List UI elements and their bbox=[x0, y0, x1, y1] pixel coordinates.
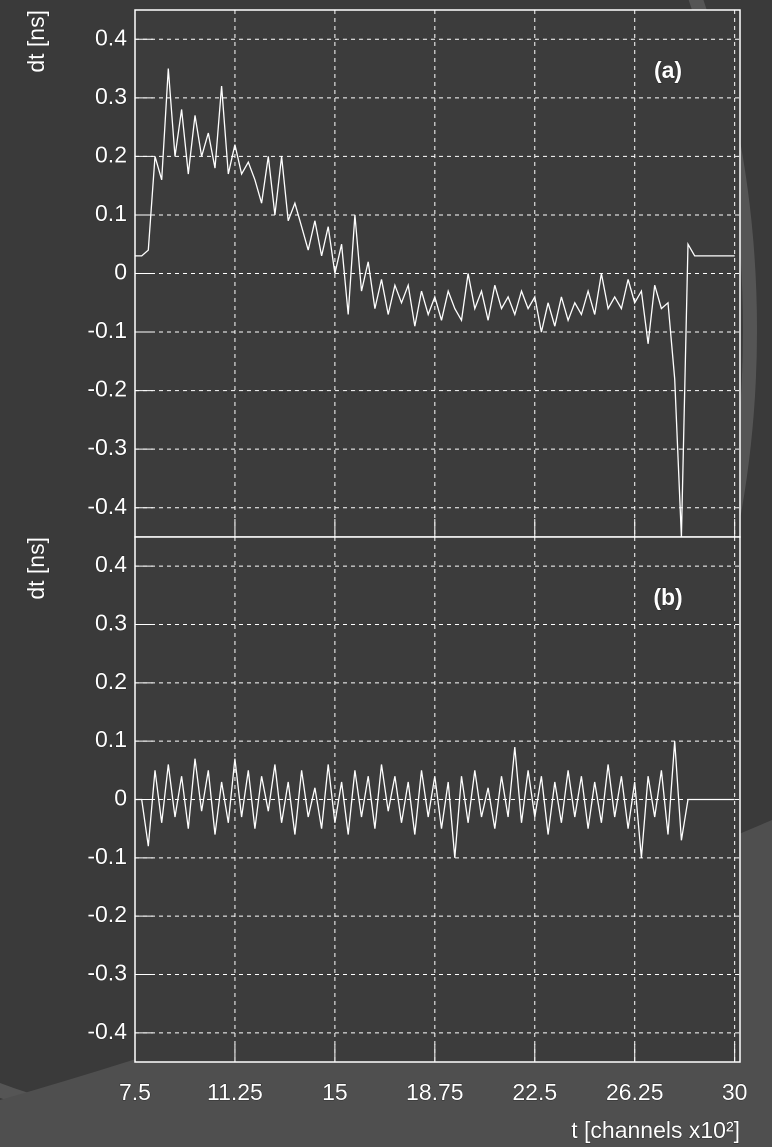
y-tick-label: 0.4 bbox=[95, 551, 127, 577]
x-tick-label: 15 bbox=[322, 1079, 348, 1105]
y-axis-label: dt [ns] bbox=[23, 537, 49, 600]
y-tick-label: -0.1 bbox=[87, 317, 127, 343]
x-tick-label: 7.5 bbox=[119, 1079, 151, 1105]
y-tick-label: -0.2 bbox=[87, 376, 127, 402]
x-tick-label: 11.25 bbox=[207, 1079, 263, 1105]
y-tick-label: -0.3 bbox=[87, 960, 127, 986]
x-tick-label: 18.75 bbox=[406, 1079, 464, 1105]
x-tick-label: 22.5 bbox=[512, 1079, 557, 1105]
y-tick-label: 0.3 bbox=[95, 83, 127, 109]
y-tick-label: 0.2 bbox=[95, 668, 127, 694]
data-line bbox=[135, 741, 735, 858]
annotation: (a) bbox=[654, 57, 682, 83]
y-tick-label: 0.1 bbox=[95, 200, 127, 226]
x-tick-label: 26.25 bbox=[606, 1079, 664, 1105]
y-tick-label: -0.3 bbox=[87, 434, 127, 460]
y-tick-label: 0.4 bbox=[95, 24, 127, 50]
data-line bbox=[135, 68, 735, 538]
annotation: (b) bbox=[653, 584, 682, 610]
y-tick-label: 0.1 bbox=[95, 726, 127, 752]
x-tick-label: 30 bbox=[722, 1079, 748, 1105]
y-tick-label: -0.1 bbox=[87, 843, 127, 869]
y-tick-label: 0 bbox=[114, 259, 127, 285]
y-tick-label: -0.4 bbox=[87, 493, 127, 519]
y-tick-label: 0.2 bbox=[95, 141, 127, 167]
y-tick-label: -0.2 bbox=[87, 901, 127, 927]
y-axis-label: dt [ns] bbox=[23, 10, 49, 73]
y-tick-label: 0.3 bbox=[95, 610, 127, 636]
y-tick-label: 0 bbox=[114, 785, 127, 811]
x-axis-label: t [channels x10²] bbox=[571, 1117, 740, 1143]
y-tick-label: -0.4 bbox=[87, 1018, 127, 1044]
